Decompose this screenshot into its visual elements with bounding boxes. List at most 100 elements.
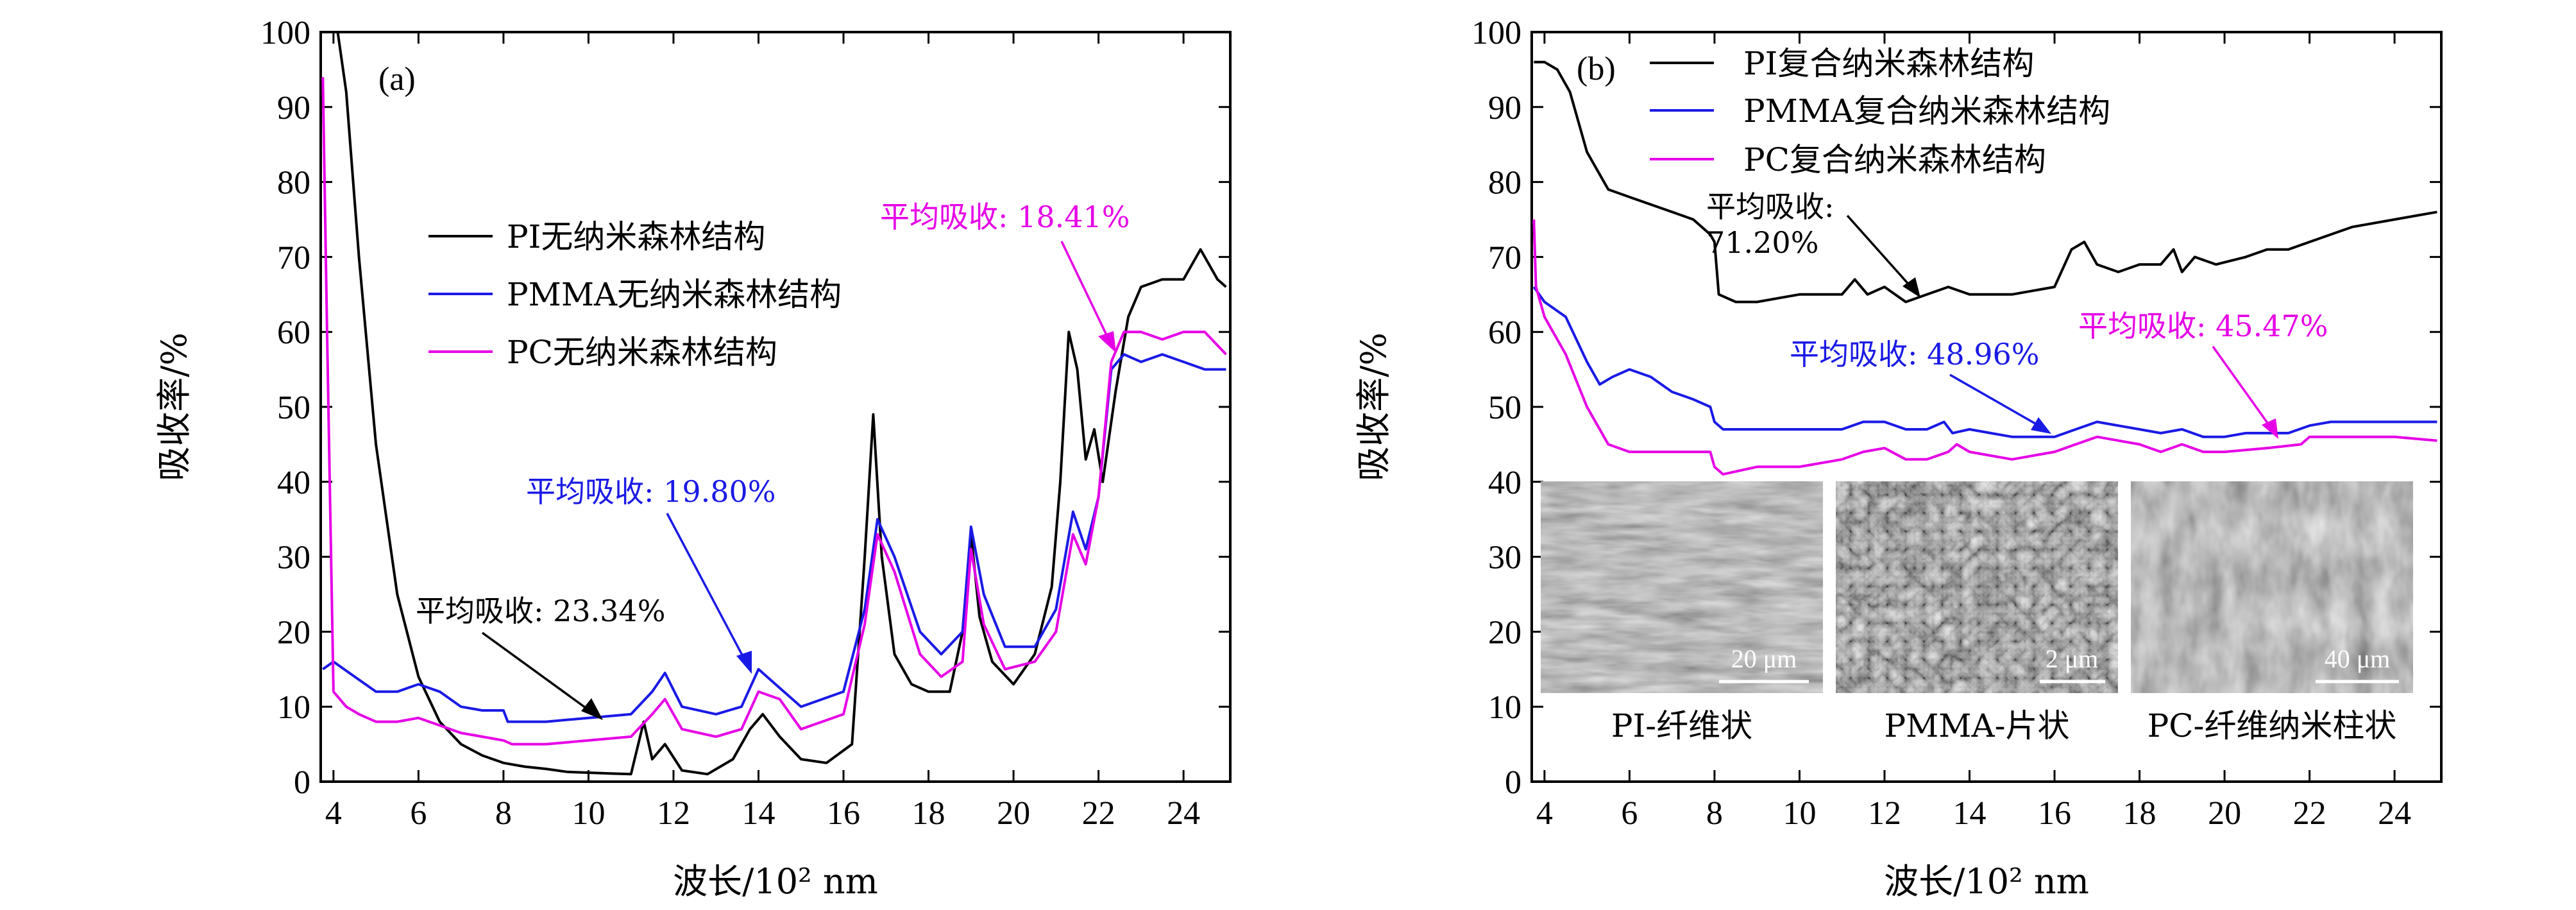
series-line-pc — [1532, 219, 2437, 476]
x-tick-label: 8 — [495, 795, 512, 832]
legend-label-pc: PC复合纳米森林结构 — [1743, 141, 2046, 178]
annotation-pmma-arrow — [666, 513, 747, 662]
x-tick-label: 10 — [1783, 795, 1816, 832]
x-tick-label: 12 — [657, 795, 690, 832]
x-tick-label: 4 — [325, 795, 342, 832]
x-tick-label: 18 — [2123, 795, 2157, 832]
x-tick-label: 22 — [1082, 795, 1115, 832]
annotation-pi-arrow — [481, 631, 591, 712]
sem-image-pi — [1541, 481, 1823, 693]
legend-label-pi: PI无纳米森林结构 — [507, 218, 765, 255]
legend-label-pc: PC无纳米森林结构 — [507, 334, 777, 371]
y-axis-label: 吸收率/% — [154, 332, 194, 481]
scale-bar-label-pmma: 2 μm — [2046, 644, 2099, 673]
sem-inset-pi: 20 μm — [1541, 481, 1823, 693]
y-tick-label: 100 — [1471, 15, 1521, 51]
annotation-pi-average-value: 71.20% — [1706, 225, 1818, 260]
y-tick-label: 40 — [277, 465, 310, 501]
annotation-pmma-average: 平均吸收: 48.96% — [1790, 337, 2040, 372]
y-tick-label: 0 — [294, 764, 310, 801]
y-tick-label: 70 — [277, 239, 310, 276]
annotation-pmma-arrowhead — [2031, 417, 2051, 434]
plot-frame — [319, 31, 1232, 783]
legend-label-pmma: PMMA复合纳米森林结构 — [1743, 92, 2110, 130]
series-line-pi — [1534, 60, 2437, 304]
legend-label-pi: PI复合纳米森林结构 — [1743, 45, 2034, 82]
series-line-pc — [321, 77, 1227, 746]
annotation-pi-arrowhead — [1902, 277, 1920, 298]
annotation-pmma-arrow — [1949, 373, 2040, 427]
annotation-pi-average: 平均吸收: — [1706, 189, 1835, 224]
scale-bar-label-pc: 40 μm — [2325, 644, 2391, 673]
annotation-pc-arrowhead — [1098, 331, 1116, 353]
panel-a: 0 10 20 30 40 50 60 70 80 90 100 4 6 8 10 12 14 16 18 20 22… — [154, 15, 1232, 902]
y-ticks: 0 10 20 30 40 50 60 70 80 90 100 — [1471, 15, 2441, 801]
sem-image-pc — [2131, 481, 2413, 693]
annotation-pc-arrow — [1060, 241, 1110, 339]
y-ticks: 0 10 20 30 40 50 60 70 80 90 100 — [260, 15, 1230, 801]
y-tick-label: 100 — [260, 15, 310, 51]
sem-inset-pmma: 2 μm — [1836, 481, 2118, 693]
y-tick-label: 30 — [277, 540, 310, 576]
x-tick-label: 4 — [1536, 795, 1553, 832]
x-tick-label: 10 — [572, 795, 605, 832]
series-line-pmma — [1532, 286, 2437, 438]
scale-bar-label-pi: 20 μm — [1731, 644, 1797, 673]
annotation-pc-arrow — [2212, 345, 2272, 429]
legend: PI无纳米森林结构 PMMA无纳米森林结构 PC无纳米森林结构 — [428, 218, 842, 371]
y-tick-label: 80 — [1488, 165, 1521, 202]
legend: PI复合纳米森林结构 PMMA复合纳米森林结构 PC复合纳米森林结构 — [1650, 45, 2110, 178]
x-tick-label: 14 — [741, 795, 775, 832]
x-tick-label: 16 — [2038, 795, 2071, 832]
panel-b: 0 10 20 30 40 50 60 70 80 90 100 4 6 8 10 12 14 16 18 20 22… — [1353, 15, 2443, 902]
x-tick-label: 12 — [1868, 795, 1901, 832]
x-tick-label: 24 — [1167, 795, 1200, 832]
annotation-pi-arrow — [1846, 214, 1913, 289]
x-ticks: 4 6 8 10 12 14 16 18 20 22 24 — [1536, 32, 2411, 832]
panel-label: (a) — [378, 61, 416, 98]
y-tick-label: 50 — [277, 390, 310, 426]
y-tick-label: 70 — [1488, 239, 1521, 276]
x-tick-label: 14 — [1953, 795, 1986, 832]
x-tick-label: 18 — [912, 795, 945, 832]
y-tick-label: 90 — [1488, 90, 1521, 126]
annotation-pmma-average: 平均吸收: 19.80% — [526, 474, 776, 509]
y-tick-label: 60 — [277, 314, 310, 351]
series-group — [1532, 60, 2437, 476]
x-tick-label: 20 — [997, 795, 1030, 832]
annotation-pi-average: 平均吸收: 23.34% — [416, 594, 666, 628]
y-tick-label: 10 — [1488, 689, 1521, 726]
x-axis-label: 波长/10² nm — [673, 861, 878, 902]
x-axis-label: 波长/10² nm — [1884, 861, 2089, 902]
y-tick-label: 50 — [1488, 390, 1521, 426]
y-tick-label: 90 — [277, 90, 310, 126]
annotation-pi-arrowhead — [581, 698, 603, 720]
x-tick-label: 16 — [827, 795, 860, 832]
x-ticks: 4 6 8 10 12 14 16 18 20 22 24 — [325, 32, 1200, 832]
sem-inset-pc: 40 μm — [2131, 481, 2413, 693]
sem-caption-pc: PC-纤维纳米柱状 — [2148, 707, 2397, 744]
y-tick-label: 40 — [1488, 465, 1521, 501]
sem-image-pmma — [1836, 481, 2118, 693]
annotation-pmma-arrowhead — [736, 651, 752, 674]
y-axis-label: 吸收率/% — [1353, 332, 1394, 481]
y-tick-label: 80 — [277, 165, 310, 202]
annotation-pc-average: 平均吸收: 18.41% — [880, 200, 1130, 234]
series-line-pi — [323, 31, 1227, 776]
x-tick-label: 24 — [2378, 795, 2411, 832]
x-tick-label: 8 — [1706, 795, 1723, 832]
legend-label-pmma: PMMA无纳米森林结构 — [507, 276, 842, 313]
y-tick-label: 60 — [1488, 314, 1521, 351]
y-tick-label: 20 — [277, 614, 310, 651]
series-group — [321, 31, 1227, 776]
y-tick-label: 20 — [1488, 614, 1521, 651]
x-tick-label: 22 — [2293, 795, 2326, 832]
y-tick-label: 30 — [1488, 540, 1521, 576]
x-tick-label: 20 — [2208, 795, 2241, 832]
annotation-pc-arrowhead — [2262, 418, 2278, 439]
y-tick-label: 0 — [1505, 764, 1521, 801]
panel-label: (b) — [1577, 51, 1616, 87]
annotation-pc-average: 平均吸收: 45.47% — [2078, 309, 2328, 343]
x-tick-label: 6 — [1621, 795, 1638, 832]
